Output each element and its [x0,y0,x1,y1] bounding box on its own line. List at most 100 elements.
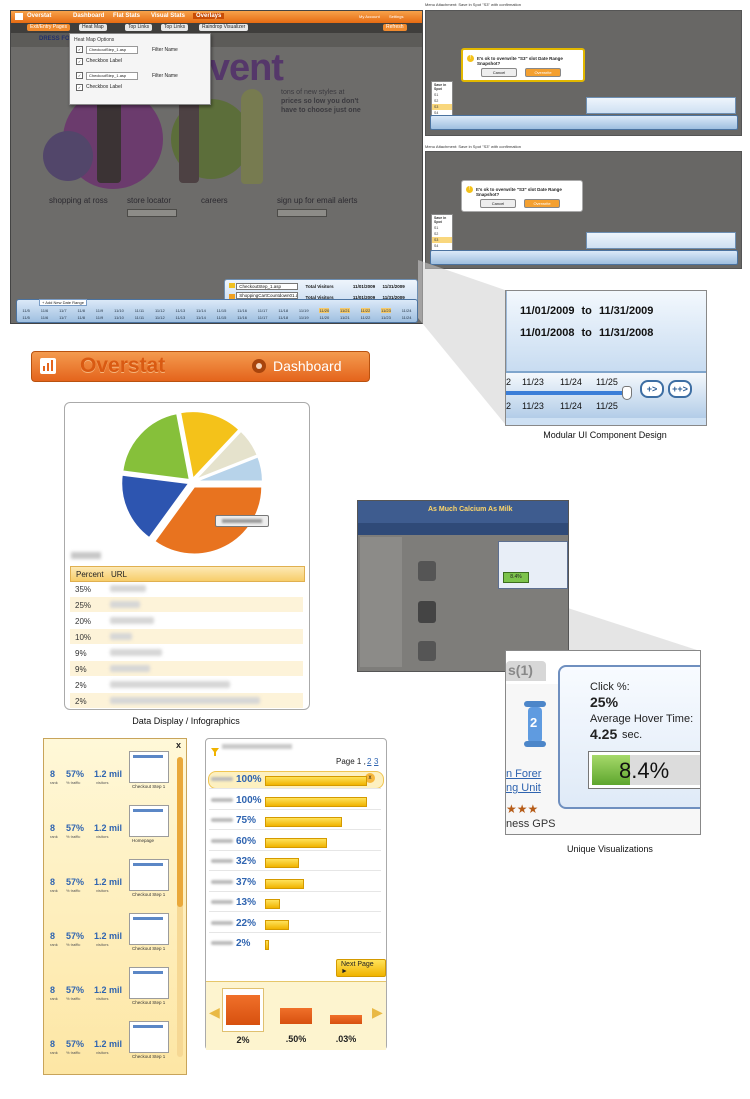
tab-overlays[interactable]: Overlays [193,13,225,19]
timeline-tick: 11/24 [560,401,582,411]
slot-item[interactable]: S1 [434,93,439,97]
slot-item[interactable]: S3 [432,237,452,243]
checkbox[interactable]: ✓ [76,72,83,79]
heat-map-button[interactable]: Heat Map [79,24,107,31]
close-icon[interactable]: x [176,740,182,750]
column-bar [330,1015,362,1024]
date-range-timeline[interactable]: + Add New Date Range 11/5 11/6 11/7 11/8 11/… [16,299,418,323]
fast-forward-button[interactable]: ++> [668,380,692,398]
slot-item[interactable]: S2 [434,232,439,236]
tab-results-label: s(1) [508,662,533,678]
page-thumbnail[interactable] [129,913,169,945]
slot-item[interactable]: S3 [432,104,452,110]
bar-label-blurred [211,941,233,945]
scrollbar[interactable] [177,757,183,1057]
bg-link[interactable]: n Forer [506,768,542,780]
page-2-link[interactable]: 2 [367,757,372,766]
slot-item[interactable]: S2 [434,99,439,103]
slot-item[interactable]: S4 [434,111,439,115]
zip-code-input[interactable] [127,209,177,217]
bar-label-blurred [211,797,233,802]
pie-slice[interactable] [121,411,192,482]
cancel-button[interactable]: Cancel [480,199,516,208]
ranking-item[interactable]: 8 rank 57% % traffic 1.2 mil visitors Ch… [44,747,172,799]
overwrite-button[interactable]: Overwrite [525,68,561,77]
footer-heading-shopping[interactable]: shopping at ross [49,196,108,205]
mini-timeline[interactable] [430,115,738,130]
pie-slice[interactable] [194,455,264,483]
tab-overstat[interactable]: Overstat [27,13,52,19]
bar-row[interactable]: 60% [209,834,381,851]
page-thumbnail[interactable] [129,805,169,837]
overstat-dashboard-bar[interactable]: Overstat Dashboard [31,351,370,382]
page-thumbnail[interactable] [129,859,169,891]
bar-label-blurred [211,920,233,925]
zoom-timeline[interactable]: 2 11/23 11/24 11/25 2 11/23 11/24 11/25 … [506,371,706,418]
top-links-button[interactable]: Top Links [125,24,153,31]
tab-dashboard[interactable]: Dashboard [73,13,105,19]
ranking-item[interactable]: 8 rank 57% % traffic 1.2 mil visitors Ho… [44,801,172,853]
visitors-label: visitors [96,942,109,947]
bar-row[interactable]: 13% [209,895,381,912]
ranking-item[interactable]: 8 rank 57% % traffic 1.2 mil visitors Ch… [44,855,172,907]
table-row: 25% [70,597,303,612]
raindrop-visualizer-button[interactable]: Raindrop Visualizer [199,24,249,31]
checkbox[interactable]: ✓ [76,58,83,65]
bar-row[interactable]: 32% [209,854,381,871]
bar-row[interactable]: 75% [209,813,381,830]
mini-timeline[interactable] [430,250,738,265]
bar-row[interactable]: 100% [209,793,381,810]
page-3-link[interactable]: 3 [374,757,379,766]
cancel-button[interactable]: Cancel [481,68,517,77]
footer-heading-email-signup[interactable]: sign up for email alerts [277,196,358,205]
next-arrow-icon[interactable]: ▶ [372,1004,383,1020]
timeline-range-bar[interactable] [506,391,630,395]
column-bar-group[interactable]: .03% [327,988,365,1044]
ranking-item[interactable]: 8 rank 57% % traffic 1.2 mil visitors Ch… [44,909,172,961]
page-thumbnail[interactable] [129,1021,169,1053]
slot-item[interactable]: S4 [434,244,439,248]
slot-item[interactable]: S1 [434,226,439,230]
overwrite-button[interactable]: Overwrite [524,199,560,208]
page-thumbnail[interactable] [129,967,169,999]
visits-file[interactable]: CheckoutStep_1.asp [236,283,299,290]
email-input[interactable] [277,209,327,217]
refresh-button[interactable]: Refresh [383,24,407,31]
checkbox[interactable]: ✓ [76,84,83,91]
tab-visual-stats[interactable]: Visual Stats [151,13,185,19]
page-thumbnail[interactable] [129,751,169,783]
footer-heading-store-locator[interactable]: store locator [127,196,172,205]
rank-label: rank [50,1050,58,1055]
footer-heading-careers[interactable]: careers [201,196,228,205]
bar-row[interactable]: 37% [209,875,381,892]
pie-slice[interactable] [193,429,260,482]
file-select-2[interactable]: CheckoutStep_1.asp [86,72,138,80]
tab-flat-stats[interactable]: Flat Stats [113,13,141,19]
top-links-button-2[interactable]: Top Links [161,24,189,31]
bar-row[interactable]: 100% [209,772,381,789]
column-bar-group[interactable]: .50% [277,988,315,1044]
prev-arrow-icon[interactable]: ◀ [209,1004,220,1020]
add-date-range-button[interactable]: + Add New Date Range [39,299,87,306]
pie-slice[interactable] [152,485,264,556]
column-bar-group[interactable]: 2% [222,988,264,1045]
timeline-handle[interactable] [622,386,632,400]
my-account-link[interactable]: My Account [359,14,380,19]
pie-slice[interactable] [178,410,241,482]
checkbox[interactable]: ✓ [76,46,83,53]
file-select-1[interactable]: CheckoutStep_1.asp [86,46,138,54]
bar-row[interactable]: 2% [209,936,381,952]
visits-file[interactable]: ShoppingCartCountdown01.aspx [236,292,299,299]
ranking-item[interactable]: 8 rank 57% % traffic 1.2 mil visitors Ch… [44,963,172,1015]
settings-link[interactable]: Settings [389,14,404,19]
timeline-row: 11/5 11/6 11/7 11/8 11/9 11/10 11/11 11/12 11/13… [17,307,417,314]
shift-forward-button[interactable]: +> [640,380,664,398]
bar-row[interactable]: 22% [209,916,381,933]
tab-results[interactable]: s(1) [506,661,546,681]
close-icon[interactable]: x [365,773,375,783]
ranking-item[interactable]: 8 rank 57% % traffic 1.2 mil visitors Ch… [44,1017,172,1069]
exit-entry-pages-button[interactable]: Exit/Entry Pages [27,24,70,31]
bg-link[interactable]: ng Unit [506,782,541,794]
pie-slice[interactable] [120,473,192,540]
next-page-button[interactable]: Next Page ► [336,959,386,977]
